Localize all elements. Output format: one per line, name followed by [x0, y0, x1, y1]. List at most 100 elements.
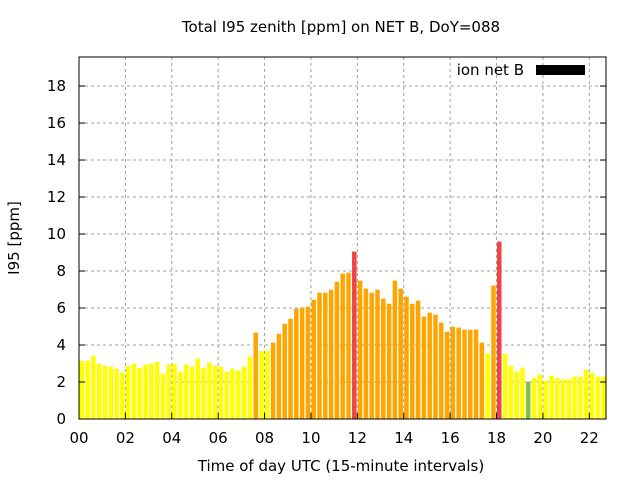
bar	[137, 367, 142, 419]
bar	[444, 331, 450, 419]
x-tick-label: 14	[394, 429, 413, 447]
bar	[497, 241, 502, 419]
bar	[212, 365, 218, 419]
y-tick-label: 16	[47, 114, 66, 132]
plot-frame	[78, 56, 607, 420]
bar	[201, 367, 206, 419]
bar	[160, 373, 166, 419]
grid-lines	[79, 57, 606, 419]
bar	[125, 365, 131, 419]
bar	[468, 329, 473, 419]
bar	[85, 360, 90, 419]
bar	[282, 323, 287, 419]
bar	[601, 376, 606, 419]
bar	[166, 364, 171, 419]
bar	[241, 366, 247, 419]
bar	[178, 371, 183, 419]
x-tick-label: 18	[487, 429, 506, 447]
bar	[79, 360, 84, 419]
bar	[154, 361, 160, 419]
bar	[450, 326, 456, 419]
bar	[195, 358, 200, 419]
bar	[404, 296, 409, 419]
bar	[96, 363, 102, 419]
y-tick-label: 0	[56, 410, 66, 428]
bar	[299, 307, 305, 419]
x-tick-label: 20	[533, 429, 552, 447]
bar	[218, 366, 224, 419]
x-tick-label: 22	[580, 429, 599, 447]
legend: ion net B	[457, 61, 585, 79]
bar	[276, 333, 282, 419]
bar	[288, 318, 293, 419]
bar	[247, 356, 253, 419]
bar	[421, 316, 427, 419]
bar	[143, 364, 148, 419]
x-axis-label: Time of day UTC (15-minute intervals)	[197, 457, 484, 475]
bar	[334, 281, 340, 419]
bar	[415, 300, 421, 419]
bar	[172, 363, 177, 419]
x-tick-label: 08	[255, 429, 274, 447]
bar	[386, 303, 392, 419]
bar	[439, 322, 444, 419]
bar	[207, 362, 212, 419]
y-tick-label: 12	[47, 188, 66, 206]
bar	[578, 376, 583, 419]
bar	[537, 374, 543, 419]
bar	[305, 306, 311, 419]
bar	[183, 364, 189, 419]
bar	[381, 298, 386, 419]
y-tick-label: 18	[47, 77, 66, 95]
bar	[149, 363, 154, 419]
bar	[526, 381, 531, 419]
bar	[311, 299, 316, 419]
bar	[189, 366, 195, 419]
bar	[398, 288, 403, 419]
bar	[259, 351, 264, 419]
bar	[230, 368, 235, 419]
bar	[508, 365, 514, 419]
x-tick-label: 02	[116, 429, 135, 447]
bar	[352, 251, 357, 419]
bar	[323, 292, 328, 419]
bar	[456, 327, 461, 419]
bar	[427, 312, 432, 419]
bar	[392, 280, 398, 419]
bar	[357, 280, 363, 419]
bar	[555, 377, 560, 419]
bar	[514, 371, 519, 419]
bar	[253, 332, 258, 419]
bar	[531, 377, 537, 419]
bar	[236, 370, 241, 419]
y-tick-label: 6	[56, 299, 66, 317]
bar	[102, 365, 108, 419]
legend-label: ion net B	[457, 61, 524, 79]
y-tick-label: 10	[47, 225, 66, 243]
chart-title: Total I95 zenith [ppm] on NET B, DoY=088	[181, 18, 500, 36]
y-axis-label: I95 [ppm]	[5, 201, 23, 275]
bar	[369, 292, 374, 419]
bar	[543, 380, 548, 419]
y-tick-label: 8	[56, 262, 66, 280]
legend-swatch	[536, 65, 585, 75]
x-tick-label: 12	[348, 429, 367, 447]
bar	[566, 378, 572, 419]
bar	[91, 355, 96, 419]
bar	[294, 308, 299, 419]
bar	[549, 375, 554, 419]
bar	[491, 285, 496, 419]
bar	[502, 353, 508, 419]
bar	[328, 289, 334, 419]
bar	[108, 366, 113, 419]
x-tick-label: 06	[209, 429, 228, 447]
y-tick-label: 2	[56, 373, 66, 391]
bar	[433, 314, 438, 419]
x-tick-label: 10	[301, 429, 320, 447]
bar	[485, 353, 490, 419]
bar	[224, 371, 229, 419]
bar	[584, 369, 589, 419]
bar	[462, 329, 467, 419]
bar	[363, 288, 369, 419]
